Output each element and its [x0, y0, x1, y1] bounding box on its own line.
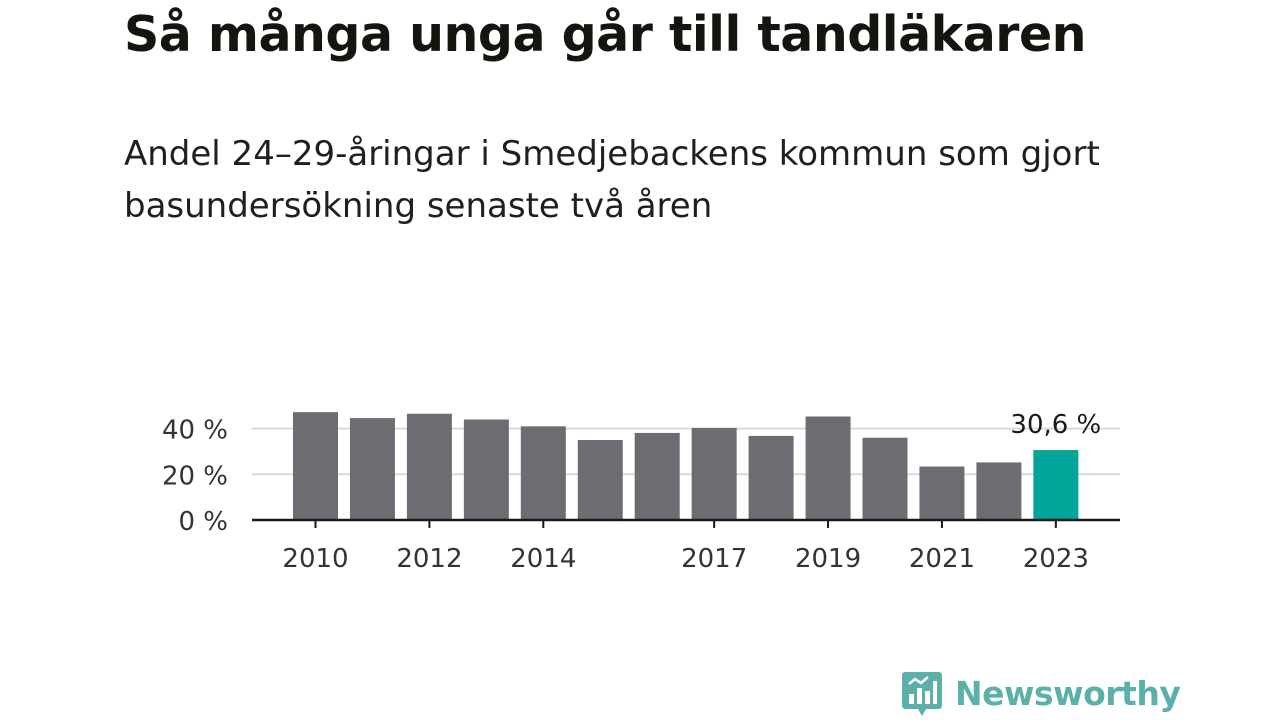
y-tick-label: 40 % — [162, 416, 228, 446]
brand-name: Newsworthy — [955, 674, 1181, 713]
x-tick-label: 2023 — [1023, 544, 1089, 574]
bar-2023 — [1033, 450, 1079, 520]
bar-2019 — [805, 416, 851, 520]
x-axis-ticks: 2010 2012 2014 2017 2019 2021 2023 — [282, 520, 1089, 574]
y-tick-label: 20 % — [162, 461, 228, 491]
x-tick-label: 2014 — [510, 544, 576, 574]
bar-2016 — [634, 432, 680, 520]
bar-2015 — [577, 440, 623, 520]
bar-2012 — [406, 413, 452, 520]
y-tick-label: 0 % — [178, 507, 228, 537]
x-tick-label: 2010 — [282, 544, 348, 574]
bar-2017 — [691, 427, 737, 520]
bar-2011 — [349, 418, 395, 520]
bar-2010 — [293, 412, 338, 520]
bar-2022 — [976, 462, 1022, 520]
x-tick-label: 2019 — [795, 544, 861, 574]
bar-2020 — [862, 437, 908, 520]
highlight-value-label: 30,6 % — [1010, 410, 1101, 440]
bars — [293, 412, 1079, 520]
x-tick-label: 2021 — [909, 544, 975, 574]
bar-2014 — [520, 426, 566, 520]
bar-2013 — [463, 419, 509, 520]
x-tick-label: 2012 — [396, 544, 462, 574]
bar-chart: 0 % 20 % 40 % 2010 2012 2014 2017 2019 2021 2023… — [162, 410, 1120, 574]
chart-subtitle: Andel 24–29-åringar i Smedjebackens komm… — [124, 134, 1100, 226]
bar-2021 — [919, 466, 965, 520]
newsworthy-logo: Newsworthy — [901, 670, 1181, 718]
newsworthy-bar-chart-icon — [902, 672, 942, 716]
y-axis-ticks: 0 % 20 % 40 % — [162, 416, 228, 537]
gridlines — [252, 427, 1120, 476]
x-tick-label: 2017 — [681, 544, 747, 574]
bar-2018 — [748, 435, 794, 520]
chart-title: Så många unga går till tandläkaren — [124, 6, 1087, 63]
